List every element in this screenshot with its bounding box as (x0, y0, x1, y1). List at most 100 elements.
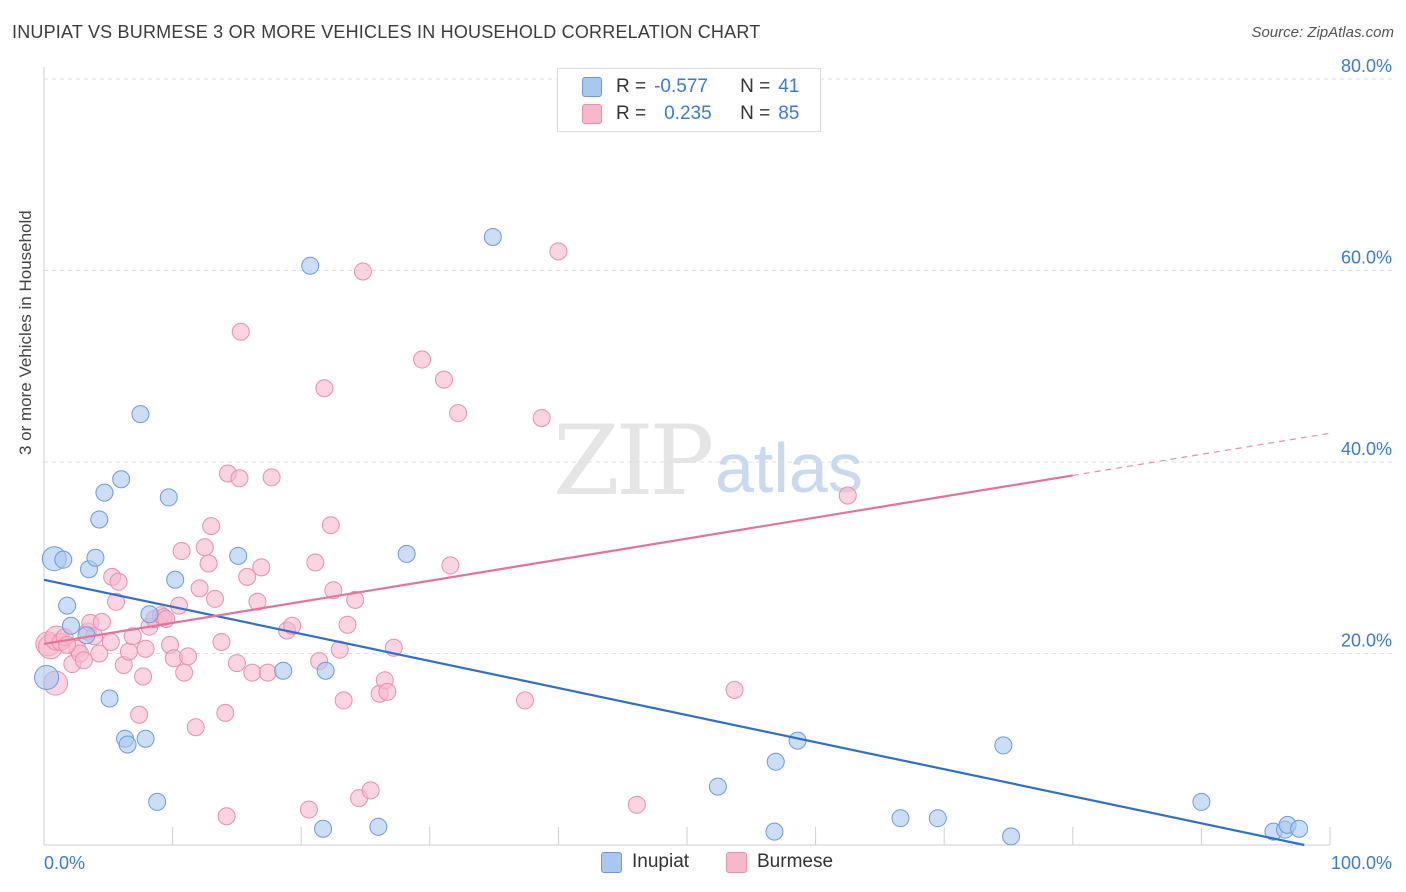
legend-row-inupiat: R = -0.577 N = 41 (582, 75, 799, 99)
point-burmese (238, 567, 257, 586)
point-burmese (172, 542, 191, 561)
point-inupiat (229, 546, 248, 565)
point-burmese (262, 468, 281, 487)
point-burmese (315, 379, 334, 398)
axes (43, 67, 1331, 846)
data-points (34, 227, 1309, 846)
point-burmese (107, 592, 126, 611)
point-burmese (283, 616, 302, 635)
point-burmese (175, 663, 194, 682)
point-burmese (441, 556, 460, 575)
legend-swatch-inupiat (601, 851, 622, 873)
point-burmese (549, 242, 568, 261)
point-inupiat (765, 822, 784, 841)
point-inupiat (34, 664, 60, 690)
legend-swatch-inupiat (582, 77, 602, 97)
point-burmese (231, 322, 250, 341)
point-burmese (92, 612, 111, 631)
legend-n-label: N = (740, 103, 771, 124)
point-burmese (346, 590, 365, 609)
legend-label-inupiat: Inupiat (632, 851, 690, 872)
legend-item-burmese[interactable]: Burmese (726, 851, 833, 873)
watermark-atlas: atlas (715, 429, 863, 507)
point-inupiat (316, 661, 335, 680)
point-burmese (725, 680, 744, 699)
point-inupiat (90, 510, 109, 529)
point-burmese (202, 517, 221, 536)
point-inupiat (708, 777, 727, 796)
trend-extension-burmese (1072, 432, 1331, 476)
legend-r-label: R = (616, 103, 647, 124)
legend-swatch-burmese (726, 851, 747, 873)
point-burmese (199, 554, 218, 573)
point-inupiat (62, 616, 81, 635)
point-burmese (299, 800, 318, 819)
point-inupiat (274, 661, 293, 680)
point-burmese (212, 633, 231, 652)
point-burmese (515, 691, 534, 710)
point-burmese (378, 682, 397, 701)
point-inupiat (118, 735, 137, 754)
point-burmese (195, 538, 214, 557)
point-burmese (170, 596, 189, 615)
point-inupiat (301, 256, 320, 275)
point-burmese (243, 663, 262, 682)
point-burmese (74, 651, 93, 670)
point-inupiat (928, 809, 947, 828)
point-inupiat (994, 736, 1013, 755)
point-burmese (338, 615, 357, 634)
point-burmese (324, 581, 343, 600)
chart-title: INUPIAT VS BURMESE 3 OR MORE VEHICLES IN… (12, 22, 761, 42)
point-burmese (252, 558, 271, 577)
point-inupiat (766, 752, 785, 771)
point-inupiat (148, 792, 167, 811)
y-tick-label: 20.0% (1341, 631, 1392, 651)
watermark-zip: ZIP (553, 405, 714, 517)
point-burmese (306, 553, 325, 572)
point-inupiat (136, 729, 155, 748)
x-tick-label: 0.0% (44, 853, 85, 873)
source-label: Source: ZipAtlas.com (1251, 24, 1394, 41)
trend-line-burmese (43, 474, 1073, 646)
point-inupiat (1192, 792, 1211, 811)
point-burmese (190, 579, 209, 598)
tick-labels: 20.0% 40.0% 60.0% 80.0% 0.0% 100.0% (44, 56, 1392, 873)
point-burmese (258, 663, 277, 682)
legend-item-inupiat[interactable]: Inupiat (601, 851, 689, 873)
point-inupiat (95, 483, 114, 502)
legend-swatch-burmese (582, 104, 602, 124)
point-inupiat (54, 550, 73, 569)
legend-n-value: 41 (778, 76, 800, 97)
point-burmese (90, 644, 109, 663)
point-inupiat (369, 817, 388, 836)
point-burmese (179, 647, 198, 666)
point-inupiat (1002, 827, 1021, 846)
y-tick-label: 60.0% (1341, 248, 1392, 268)
point-burmese (353, 262, 372, 281)
point-inupiat (131, 405, 150, 424)
point-burmese (449, 404, 468, 423)
point-inupiat (140, 605, 159, 624)
point-inupiat (58, 596, 77, 615)
legend-row-burmese: R = 0.235 N = 85 (582, 102, 799, 126)
point-burmese (206, 589, 225, 608)
point-burmese (248, 592, 267, 611)
y-tick-label: 40.0% (1341, 439, 1392, 459)
point-burmese (838, 486, 857, 505)
point-burmese (123, 627, 142, 646)
trend-lines (43, 432, 1331, 847)
point-inupiat (112, 470, 131, 489)
point-burmese (361, 781, 380, 800)
point-burmese (413, 350, 432, 369)
point-burmese (627, 795, 646, 814)
trend-line-inupiat (43, 578, 1305, 847)
point-burmese (321, 516, 340, 535)
point-inupiat (397, 544, 416, 563)
legend-r-label: R = (616, 76, 647, 97)
x-tick-label: 100.0% (1331, 853, 1392, 873)
point-burmese (109, 572, 128, 591)
legend-r-value: -0.577 (654, 76, 708, 97)
point-inupiat (314, 819, 333, 838)
grid-lines (44, 78, 1392, 654)
